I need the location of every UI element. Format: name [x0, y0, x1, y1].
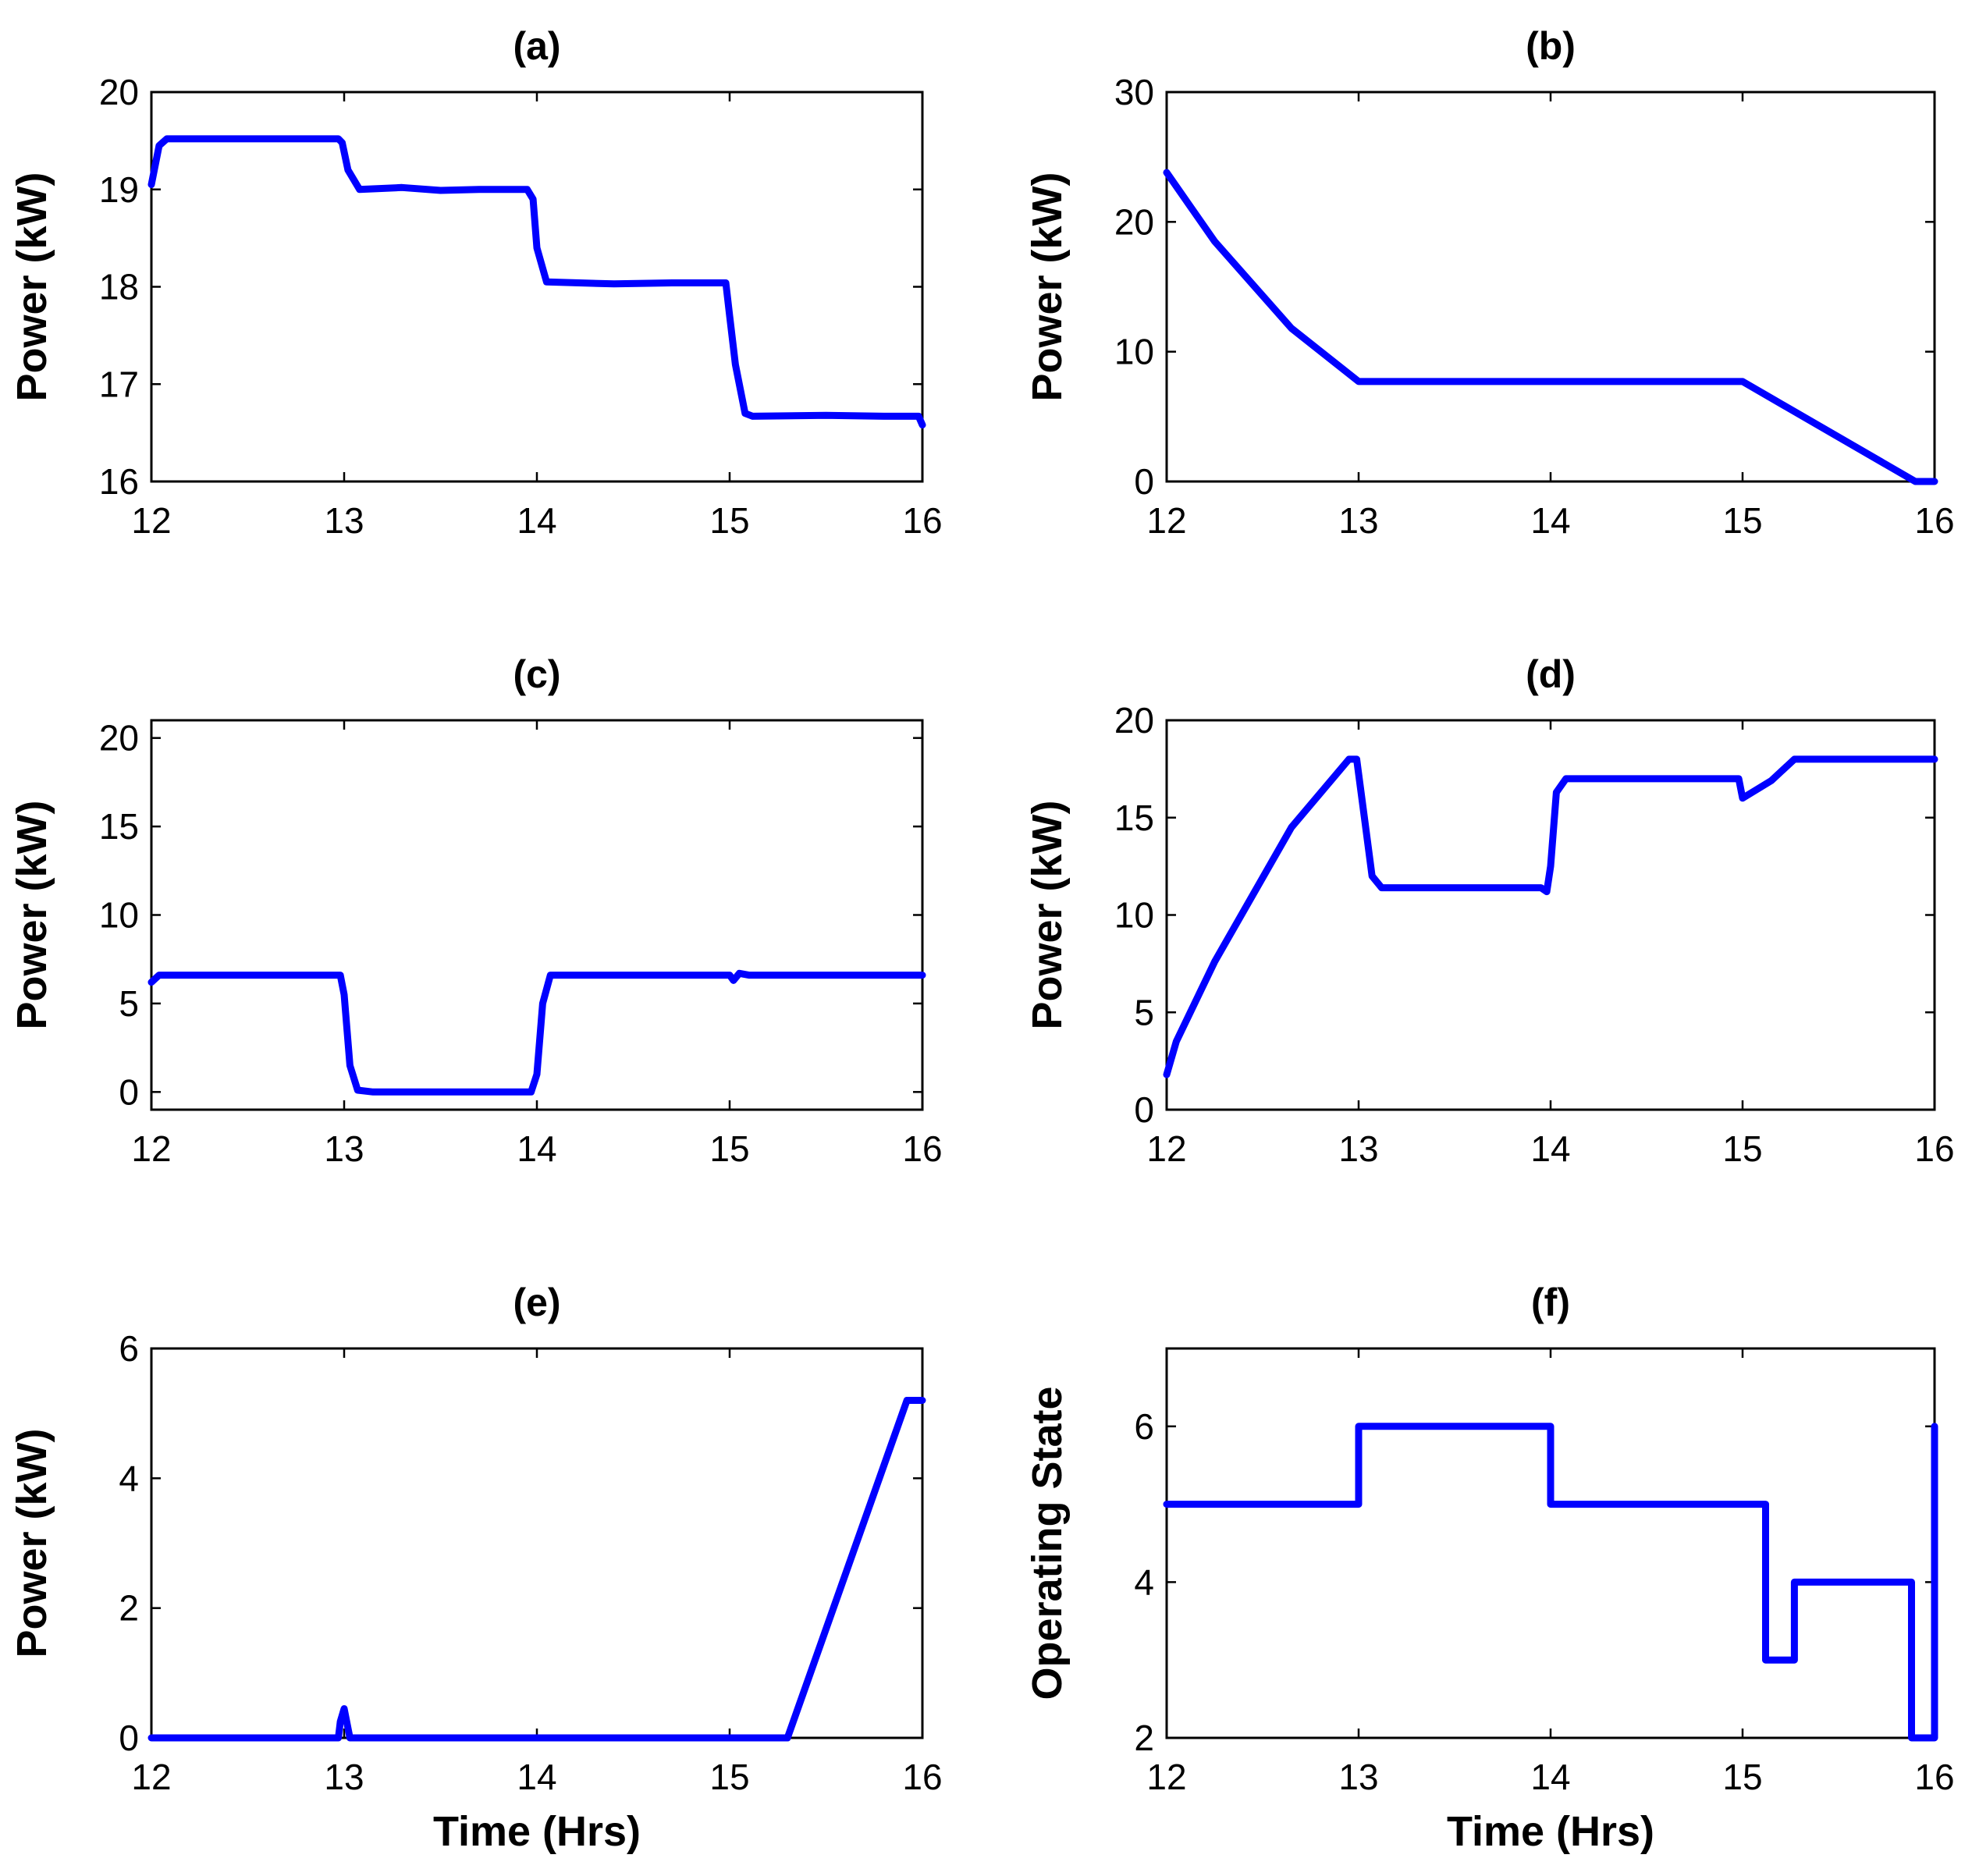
x-tick-label-b: 12 — [1146, 500, 1186, 541]
y-tick-label-d: 0 — [1134, 1089, 1154, 1130]
x-tick-label-b: 15 — [1722, 500, 1762, 541]
y-tick-label-b: 30 — [1114, 72, 1154, 112]
y-tick-label-a: 18 — [99, 267, 139, 307]
x-tick-label-b: 13 — [1338, 500, 1378, 541]
y-tick-label-d: 15 — [1114, 798, 1154, 838]
y-axis-label-e: Power (kW) — [9, 1428, 55, 1657]
x-tick-label-f: 15 — [1722, 1757, 1762, 1797]
chart-panel-a: (a) 12 13 14 15 16 16 17 18 19 20 Power (kW) — [9, 24, 943, 541]
y-tick-label-c: 10 — [99, 895, 139, 936]
series-line-a — [147, 135, 926, 429]
x-tick-label-f: 13 — [1338, 1757, 1378, 1797]
y-tick-label-a: 17 — [99, 364, 139, 404]
chart-panel-e: (e) 12 13 14 15 16 0 2 4 6 Power (kW) Time (Hrs) — [9, 1281, 943, 1855]
y-tick-label-d: 10 — [1114, 895, 1154, 936]
x-tick-label-b: 14 — [1530, 500, 1570, 541]
y-tick-label-d: 20 — [1114, 700, 1154, 741]
y-axis-label-c: Power (kW) — [9, 800, 55, 1029]
y-tick-label-f: 2 — [1134, 1718, 1154, 1758]
y-tick-label-a: 16 — [99, 461, 139, 502]
y-tick-label-b: 0 — [1134, 461, 1154, 502]
x-tick-label-f: 12 — [1146, 1757, 1186, 1797]
x-tick-label-a: 14 — [517, 500, 556, 541]
x-tick-label-d: 13 — [1338, 1128, 1378, 1169]
y-tick-label-e: 0 — [119, 1718, 139, 1758]
x-tick-label-a: 12 — [131, 500, 171, 541]
x-tick-label-f: 16 — [1914, 1757, 1954, 1797]
x-tick-label-c: 12 — [131, 1128, 171, 1169]
x-tick-label-c: 13 — [324, 1128, 364, 1169]
y-tick-label-a: 20 — [99, 72, 139, 112]
panel-title-f: (f) — [1531, 1281, 1570, 1324]
x-tick-label-b: 16 — [1914, 500, 1954, 541]
x-axis-label-f: Time (Hrs) — [1447, 1808, 1654, 1855]
panel-title-b: (b) — [1526, 24, 1576, 68]
x-tick-label-e: 15 — [709, 1757, 749, 1797]
y-tick-label-d: 5 — [1134, 992, 1154, 1032]
y-tick-label-b: 20 — [1114, 201, 1154, 242]
x-tick-label-f: 14 — [1530, 1757, 1570, 1797]
y-tick-label-c: 20 — [99, 718, 139, 759]
y-axis-label-f: Operating State — [1024, 1386, 1071, 1700]
series-line-c — [147, 969, 926, 1096]
y-tick-label-e: 4 — [119, 1458, 139, 1498]
chart-panel-d: (d) 12 13 14 15 16 0 5 10 15 20 Power (kW) — [1024, 652, 1955, 1169]
panel-title-d: (d) — [1526, 652, 1576, 696]
y-tick-label-c: 0 — [119, 1071, 139, 1112]
series-line-b — [1163, 169, 1938, 485]
x-tick-label-d: 16 — [1914, 1128, 1954, 1169]
y-axis-label-b: Power (kW) — [1024, 172, 1071, 401]
y-tick-label-e: 2 — [119, 1588, 139, 1629]
x-tick-label-a: 15 — [709, 500, 749, 541]
chart-panel-b: (b) 12 13 14 15 16 0 10 20 30 Power (kW) — [1024, 24, 1955, 541]
y-tick-label-f: 4 — [1134, 1562, 1154, 1602]
y-tick-label-a: 19 — [99, 169, 139, 210]
x-tick-label-d: 12 — [1146, 1128, 1186, 1169]
x-tick-label-c: 15 — [709, 1128, 749, 1169]
x-tick-label-e: 16 — [902, 1757, 942, 1797]
chart-panel-f: (f) 12 13 14 15 16 2 4 6 Operating State Time (Hrs… — [1024, 1281, 1955, 1855]
chart-panel-c: (c) 12 13 14 15 16 0 5 10 15 20 Power (kW) — [9, 652, 943, 1169]
x-tick-label-e: 14 — [517, 1757, 556, 1797]
x-tick-label-d: 14 — [1530, 1128, 1570, 1169]
panel-title-a: (a) — [513, 24, 560, 68]
x-tick-label-c: 14 — [517, 1128, 556, 1169]
x-axis-label-e: Time (Hrs) — [433, 1808, 641, 1855]
series-line-d — [1163, 755, 1938, 1078]
y-axis-label-a: Power (kW) — [9, 172, 55, 401]
x-tick-label-e: 12 — [131, 1757, 171, 1797]
y-tick-label-f: 6 — [1134, 1406, 1154, 1447]
panel-title-e: (e) — [513, 1281, 560, 1324]
series-line-f — [1163, 1423, 1938, 1742]
y-tick-label-c: 15 — [99, 806, 139, 847]
x-tick-label-e: 13 — [324, 1757, 364, 1797]
series-line-e — [147, 1397, 926, 1742]
x-tick-label-d: 15 — [1722, 1128, 1762, 1169]
x-tick-label-a: 16 — [902, 500, 942, 541]
y-axis-label-d: Power (kW) — [1024, 800, 1071, 1029]
panel-title-c: (c) — [513, 652, 560, 696]
y-tick-label-c: 5 — [119, 983, 139, 1024]
y-tick-label-e: 6 — [119, 1328, 139, 1369]
x-tick-label-a: 13 — [324, 500, 364, 541]
x-tick-label-c: 16 — [902, 1128, 942, 1169]
y-tick-label-b: 10 — [1114, 332, 1154, 372]
